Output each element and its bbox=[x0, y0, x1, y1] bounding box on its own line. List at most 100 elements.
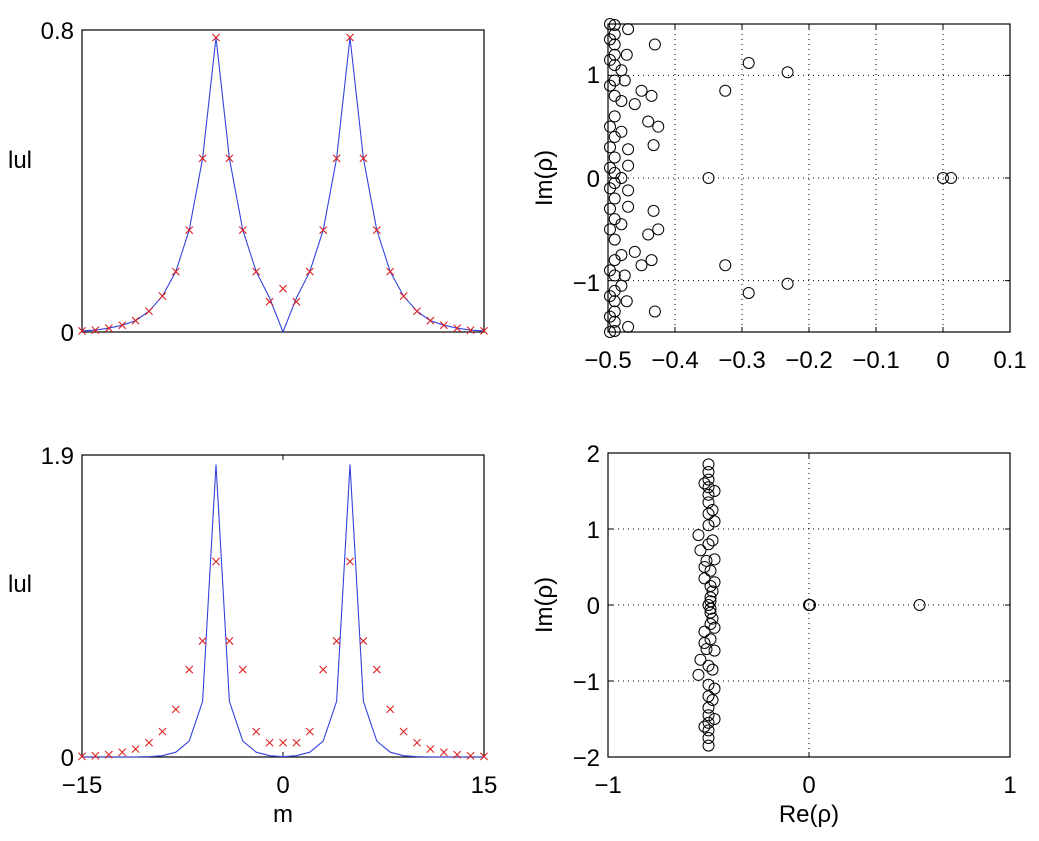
x-marker bbox=[212, 33, 220, 42]
y-axis-label: Im(ρ) bbox=[531, 150, 558, 206]
panel-top-left: 0.8 0 lul bbox=[8, 18, 488, 347]
x-marker bbox=[439, 321, 448, 330]
eigenvalue-point bbox=[702, 538, 715, 551]
eigenvalue-point bbox=[706, 663, 719, 676]
eigenvalue-point bbox=[620, 295, 633, 308]
x-marker bbox=[305, 267, 314, 276]
xtick-label: 0.1 bbox=[993, 347, 1026, 374]
x-marker bbox=[480, 752, 488, 761]
eigenvalue-point bbox=[622, 159, 635, 172]
x-marker bbox=[480, 326, 488, 335]
x-marker bbox=[238, 665, 247, 674]
eigenvalue-point bbox=[620, 48, 633, 61]
x-marker bbox=[265, 738, 274, 747]
eigenvalue-point bbox=[604, 264, 617, 277]
plot-marks bbox=[604, 18, 1011, 338]
eigenvalue-point bbox=[698, 637, 711, 649]
eigenvalue-point bbox=[704, 591, 717, 604]
eigenvalue-point bbox=[704, 564, 717, 577]
eigenvalue-point bbox=[708, 621, 721, 634]
eigenvalue-point bbox=[608, 324, 621, 337]
xtick-label: 1 bbox=[1003, 772, 1016, 799]
eigenvalue-point bbox=[628, 98, 641, 111]
x-marker bbox=[78, 752, 86, 761]
eigenvalue-point bbox=[647, 204, 660, 217]
eigenvalue-point bbox=[608, 254, 621, 267]
eigenvalue-point bbox=[702, 458, 715, 471]
eigenvalue-point bbox=[645, 89, 658, 102]
eigenvalue-point bbox=[742, 286, 755, 299]
ytick-label: −1 bbox=[573, 669, 600, 696]
eigenvalue-point bbox=[708, 553, 721, 566]
eigenvalue-point bbox=[706, 534, 719, 547]
series-line bbox=[82, 464, 484, 758]
eigenvalue-point bbox=[708, 644, 721, 657]
eigenvalue-point bbox=[608, 151, 621, 164]
x-marker bbox=[131, 745, 140, 754]
eigenvalue-point bbox=[645, 254, 658, 267]
eigenvalue-point bbox=[622, 184, 635, 197]
ytick-label: 0 bbox=[587, 166, 600, 193]
eigenvalue-point bbox=[608, 213, 621, 226]
eigenvalue-point bbox=[698, 477, 711, 490]
xtick-label: −0.5 bbox=[584, 347, 631, 374]
eigenvalue-point bbox=[647, 139, 660, 152]
eigenvalue-point bbox=[628, 245, 641, 258]
x-marker bbox=[118, 748, 127, 757]
panel-bottom-right: 2 1 0 −1 −2 −1 0 1 Im(ρ) Re(ρ) bbox=[531, 441, 1017, 828]
eigenvalue-point bbox=[702, 716, 715, 729]
eigenvalue-point bbox=[635, 84, 648, 97]
eigenvalue-point bbox=[604, 79, 617, 92]
eigenvalue-point bbox=[702, 473, 715, 486]
x-marker bbox=[386, 267, 395, 276]
eigenvalue-point bbox=[692, 529, 705, 542]
x-marker bbox=[78, 326, 86, 335]
eigenvalue-point bbox=[708, 576, 721, 589]
y-axis-label: Im(ρ) bbox=[531, 577, 558, 633]
x-marker bbox=[279, 738, 287, 747]
xtick-label: 0 bbox=[936, 347, 949, 374]
eigenvalue-point bbox=[704, 606, 717, 619]
eigenvalue-point bbox=[604, 161, 617, 174]
eigenvalue-point bbox=[706, 694, 719, 706]
eigenvalue-point bbox=[608, 19, 621, 32]
x-marker bbox=[386, 705, 395, 714]
ytick-label: 0 bbox=[587, 593, 600, 620]
eigenvalue-point bbox=[702, 732, 715, 744]
eigenvalue-point bbox=[708, 485, 721, 497]
eigenvalue-point bbox=[648, 305, 661, 318]
eigenvalue-point bbox=[652, 120, 665, 133]
eigenvalue-point bbox=[604, 310, 617, 323]
eigenvalue-point bbox=[608, 233, 621, 246]
eigenvalue-point bbox=[642, 228, 655, 241]
eigenvalue-point bbox=[702, 488, 715, 501]
eigenvalue-point bbox=[781, 66, 794, 79]
eigenvalue-point bbox=[781, 277, 794, 290]
eigenvalue-point bbox=[702, 496, 715, 509]
x-marker bbox=[198, 154, 207, 163]
xtick-label: −0.4 bbox=[651, 347, 698, 374]
x-marker bbox=[158, 727, 167, 736]
eigenvalue-point bbox=[702, 659, 715, 672]
plot-marks bbox=[78, 33, 488, 335]
eigenvalue-point bbox=[608, 89, 621, 102]
x-marker bbox=[131, 316, 140, 325]
eigenvalue-point bbox=[635, 259, 648, 272]
x-marker bbox=[453, 324, 462, 333]
x-marker bbox=[466, 751, 475, 760]
axes-frame bbox=[81, 454, 485, 758]
xtick-label: −0.1 bbox=[852, 347, 899, 374]
x-marker bbox=[171, 705, 180, 714]
eigenvalue-point bbox=[702, 172, 715, 184]
ytick-label: 1 bbox=[587, 62, 600, 89]
eigenvalue-point bbox=[642, 115, 655, 128]
eigenvalue-point bbox=[719, 84, 732, 97]
x-marker bbox=[359, 154, 368, 163]
xtick-label: 0 bbox=[802, 772, 815, 799]
x-marker bbox=[426, 316, 435, 325]
x-marker bbox=[158, 292, 167, 301]
eigenvalue-point bbox=[945, 172, 958, 184]
eigenvalue-point bbox=[742, 57, 755, 70]
eigenvalue-point bbox=[604, 141, 617, 154]
